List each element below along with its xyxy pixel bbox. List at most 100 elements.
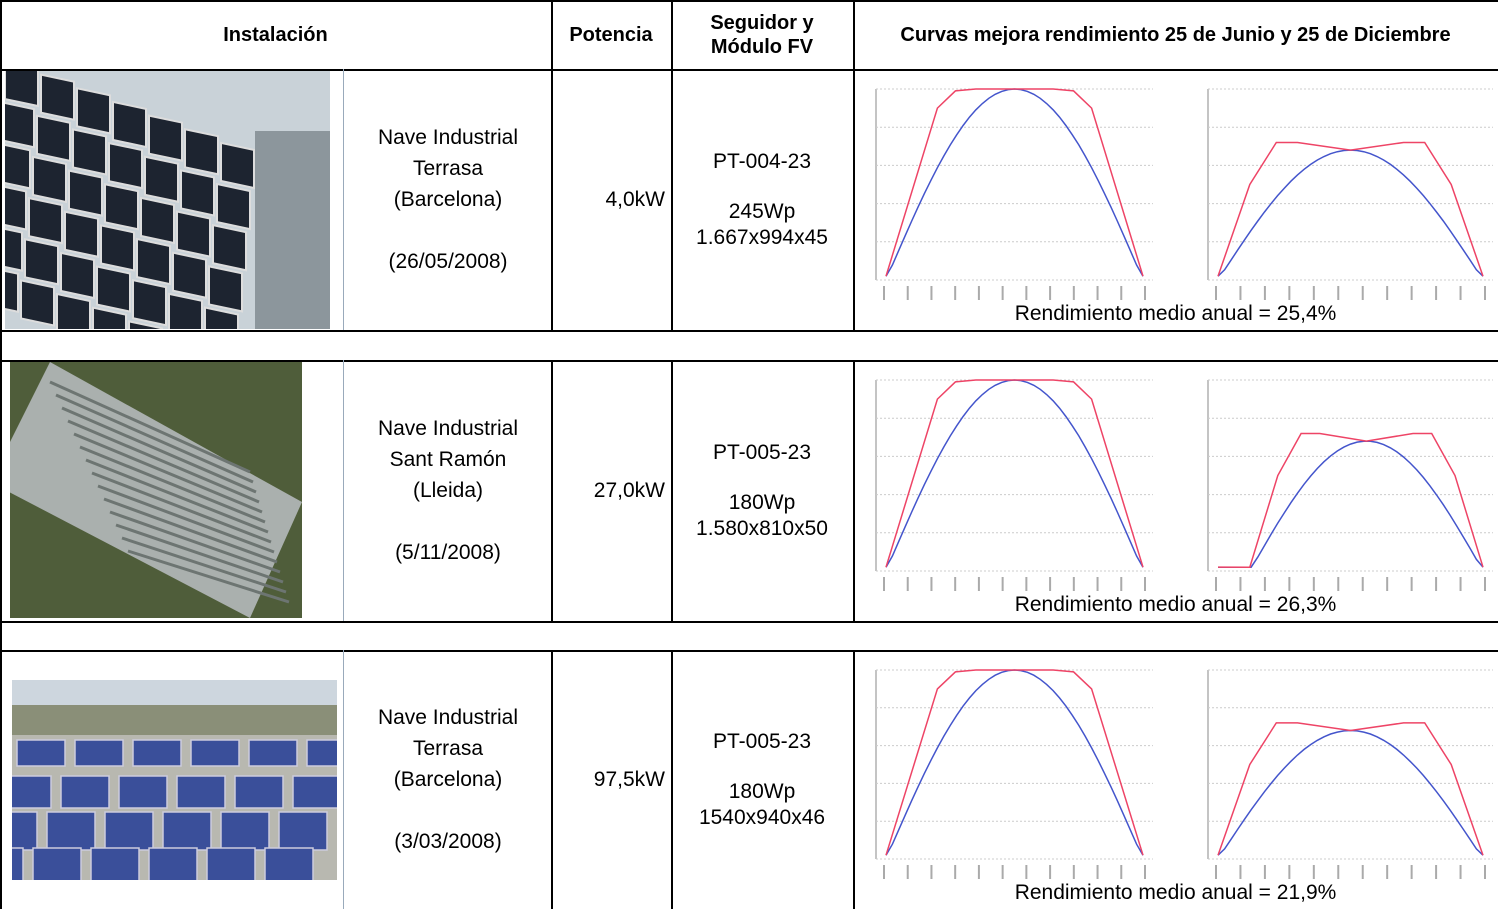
installation-text: Nave Industrial <box>378 702 518 733</box>
mini-chart <box>858 372 1158 601</box>
column-border <box>551 0 553 69</box>
tracker: PT-004-23 <box>713 149 811 175</box>
tick-label <box>1097 286 1099 300</box>
curve <box>886 670 1143 855</box>
tick-label <box>1144 286 1146 300</box>
tick-label <box>1215 577 1217 591</box>
curve <box>886 89 1143 276</box>
installation-text: Nave Industrial <box>378 413 518 444</box>
module-power: 180Wp <box>729 490 796 516</box>
tick-label <box>907 577 909 591</box>
column-border <box>0 621 2 651</box>
tick-label <box>1239 865 1241 879</box>
installation-text: Terrasa <box>413 153 483 184</box>
tick-label <box>1362 286 1364 300</box>
tick-label <box>954 286 956 300</box>
tracker-cell: PT-005-23180Wp1540x940x46 <box>671 650 853 909</box>
column-border <box>0 330 2 360</box>
mini-chart <box>858 662 1158 889</box>
tick-label <box>883 865 885 879</box>
tick-label <box>1002 865 1004 879</box>
header-text: Instalación <box>223 23 327 47</box>
curve <box>1218 731 1483 856</box>
tick-label <box>1097 577 1099 591</box>
tick-label <box>1411 577 1413 591</box>
tick-label <box>1362 577 1364 591</box>
tick-label <box>978 865 980 879</box>
installation-date: (26/05/2008) <box>388 246 507 277</box>
photo <box>12 680 337 880</box>
mini-chart <box>1190 662 1498 889</box>
column-border <box>0 69 2 330</box>
header-cell: Curvas mejora rendimiento 25 de Junio y … <box>853 0 1498 69</box>
photo <box>5 71 330 329</box>
column-border <box>671 0 673 69</box>
tick-label <box>1313 286 1315 300</box>
performance: Rendimiento medio anual = 26,3% <box>853 591 1498 619</box>
installation-text: (Barcelona) <box>394 764 503 795</box>
tick-label <box>1120 577 1122 591</box>
tick-label <box>1025 286 1027 300</box>
header-cell: Seguidor y Módulo FV <box>671 0 853 69</box>
page: Instalación Potencia Seguidor y Módulo FV C… <box>0 0 1498 909</box>
tick-label <box>1337 286 1339 300</box>
installation-text: Terrasa <box>413 733 483 764</box>
column-border <box>343 360 344 621</box>
tick-label <box>1288 286 1290 300</box>
tick-label <box>1073 577 1075 591</box>
tick-label <box>1144 577 1146 591</box>
tick-label <box>1097 865 1099 879</box>
mini-chart <box>1190 81 1498 310</box>
tick-label <box>1049 865 1051 879</box>
column-border <box>853 650 855 909</box>
header-text: Potencia <box>569 23 652 47</box>
curve <box>886 380 1143 567</box>
performance-text: Rendimiento medio anual = 21,9% <box>1015 881 1337 905</box>
tick-label <box>1073 286 1075 300</box>
tick-label <box>1411 865 1413 879</box>
tick-label <box>1002 286 1004 300</box>
tick-label <box>1337 577 1339 591</box>
tick-label <box>930 286 932 300</box>
power: 97,5kW <box>594 764 665 795</box>
row-border <box>0 621 1498 623</box>
curve <box>1218 150 1483 276</box>
curve <box>886 670 1143 855</box>
performance: Rendimiento medio anual = 25,4% <box>853 300 1498 328</box>
curve <box>1218 434 1483 568</box>
tick-label <box>954 865 956 879</box>
column-border <box>343 69 344 330</box>
tick-label <box>1120 865 1122 879</box>
tick-label <box>1435 577 1437 591</box>
column-border <box>0 650 2 909</box>
column-border <box>0 360 2 621</box>
tick-label <box>1460 286 1462 300</box>
tick-label <box>1025 577 1027 591</box>
curve <box>1218 441 1483 567</box>
column-border <box>853 360 855 621</box>
tick-label <box>1337 865 1339 879</box>
power-cell: 4,0kW <box>551 69 671 330</box>
header-text: Curvas mejora rendimiento 25 de Junio y … <box>876 23 1476 47</box>
performance-text: Rendimiento medio anual = 25,4% <box>1015 302 1337 326</box>
tick-label <box>1264 577 1266 591</box>
tick-label <box>1313 865 1315 879</box>
tick-label <box>954 577 956 591</box>
curve <box>1218 723 1483 855</box>
module-size: 1540x940x46 <box>699 805 825 831</box>
curve <box>886 380 1143 567</box>
installation-cell: Nave IndustrialTerrasa(Barcelona)(26/05/… <box>345 69 551 330</box>
tick-label <box>1288 865 1290 879</box>
tracker: PT-005-23 <box>713 729 811 755</box>
column-border <box>853 69 855 330</box>
tick-label <box>1411 286 1413 300</box>
performance-text: Rendimiento medio anual = 26,3% <box>1015 593 1337 617</box>
tick-label <box>1484 865 1486 879</box>
tick-label <box>1239 577 1241 591</box>
header-text: Seguidor y Módulo FV <box>687 11 837 59</box>
tick-label <box>1264 865 1266 879</box>
mini-chart <box>858 81 1158 310</box>
tick-label <box>907 286 909 300</box>
